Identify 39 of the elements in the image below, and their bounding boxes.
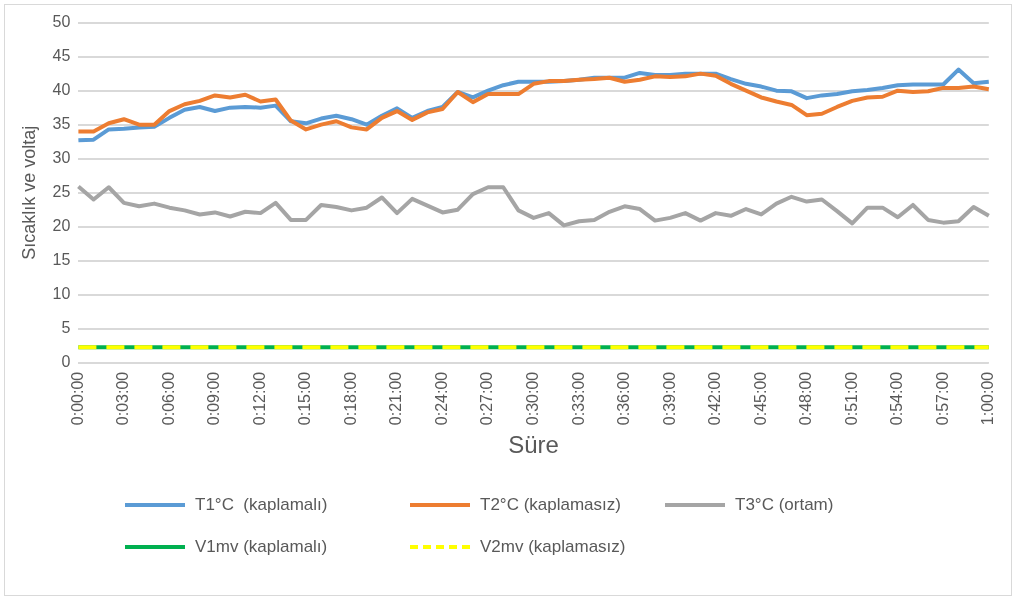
x-tick-label: 0:30:00 bbox=[524, 371, 541, 426]
y-axis-title: Sıcaklık ve voltaj bbox=[18, 125, 39, 260]
y-tick-label: 30 bbox=[52, 149, 71, 167]
x-tick-label: 1:00:00 bbox=[979, 371, 997, 426]
y-tick-label: 25 bbox=[52, 183, 71, 201]
x-tick-label: 0:18:00 bbox=[341, 371, 359, 426]
y-tick-label: 5 bbox=[61, 319, 71, 337]
x-tick-label: 0:42:00 bbox=[706, 371, 724, 426]
y-tick-label: 35 bbox=[52, 115, 71, 133]
x-tick-label: 0:51:00 bbox=[842, 371, 860, 426]
legend-label: T2°C (kaplamasız) bbox=[480, 495, 621, 515]
y-tick-label: 10 bbox=[52, 285, 71, 303]
x-tick-label: 0:36:00 bbox=[615, 371, 633, 426]
x-tick-label: 0:12:00 bbox=[250, 371, 268, 426]
y-tick-label: 45 bbox=[52, 47, 71, 65]
x-tick-label: 0:06:00 bbox=[159, 371, 177, 426]
x-tick-label: 0:03:00 bbox=[114, 371, 132, 426]
x-tick-label: 0:15:00 bbox=[296, 371, 314, 426]
legend-label: T3°C (ortam) bbox=[735, 495, 834, 515]
x-tick-label: 0:00:00 bbox=[68, 371, 86, 426]
x-tick-label: 0:21:00 bbox=[387, 371, 405, 426]
y-tick-label: 0 bbox=[61, 353, 71, 371]
y-tick-label: 15 bbox=[52, 251, 71, 269]
legend-label: V2mv (kaplamasız) bbox=[480, 537, 626, 557]
y-tick-label: 40 bbox=[52, 81, 71, 99]
y-tick-label: 20 bbox=[52, 217, 71, 235]
x-axis-title: Süre bbox=[508, 431, 559, 459]
x-tick-label: 0:45:00 bbox=[751, 371, 769, 426]
legend-label: V1mv (kaplamalı) bbox=[195, 537, 328, 557]
x-tick-label: 0:09:00 bbox=[205, 371, 223, 426]
x-tick-label: 0:57:00 bbox=[933, 371, 951, 426]
x-tick-label: 0:48:00 bbox=[797, 371, 815, 426]
x-tick-label: 0:39:00 bbox=[660, 371, 678, 426]
x-tick-label: 0:24:00 bbox=[432, 371, 450, 426]
x-tick-label: 0:33:00 bbox=[569, 371, 587, 426]
x-tick-label: 0:54:00 bbox=[888, 371, 906, 426]
y-tick-label: 50 bbox=[52, 13, 71, 31]
x-tick-label: 0:27:00 bbox=[478, 371, 496, 426]
legend-label: T1°C (kaplamalı) bbox=[195, 495, 328, 515]
